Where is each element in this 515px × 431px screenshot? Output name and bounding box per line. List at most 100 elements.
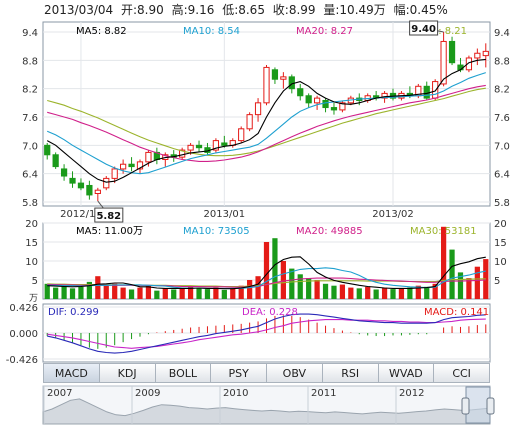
header-volume-label: 量: [323, 3, 339, 17]
volume-bar-up [145, 285, 152, 299]
volume-y-tick-right: 5 [494, 276, 500, 287]
tab-obv[interactable]: OBV [267, 363, 323, 383]
volume-bar-up [95, 276, 101, 299]
volume-bar-down [289, 268, 295, 299]
volume-bar-down [154, 290, 160, 299]
indicator-tabs: MACD KDJ BOLL PSY OBV RSI WVAD CCI [43, 363, 490, 383]
volume-ma10-line [47, 267, 486, 289]
price-y-tick-left: 8.2 [22, 85, 38, 96]
price-y-tick-left: 9.4 [22, 28, 38, 39]
volume-bar-down [297, 274, 303, 299]
header-change-label: 幅: [394, 2, 410, 17]
price-x-tick: 2013/02 [372, 209, 414, 220]
volume-legend-item: MA10: 73505 [183, 226, 250, 237]
tab-cci[interactable]: CCI [434, 363, 490, 383]
macd-dea-line [47, 318, 486, 349]
price-ma20-line [47, 84, 486, 162]
candle-body-down [288, 76, 295, 90]
candle-body-down [457, 64, 464, 71]
volume-y-tick-left: 10 [25, 257, 38, 268]
candle-body-up [94, 189, 101, 194]
candle-body-down [69, 177, 76, 184]
volume-bar-down [44, 283, 50, 299]
volume-bar-up [466, 278, 472, 299]
candle-body-up [145, 151, 152, 163]
candle-body-down [305, 95, 312, 104]
candle-body-up [254, 102, 262, 116]
volume-bar-up [398, 288, 405, 299]
overview-year-label: 2009 [135, 388, 160, 399]
volume-bar-up [280, 261, 286, 299]
header-high: 9.16 [188, 3, 215, 17]
tab-rsi[interactable]: RSI [322, 363, 379, 383]
volume-bar-up [187, 286, 194, 299]
candle-body-up [313, 97, 321, 104]
tab-boll[interactable]: BOLL [155, 363, 212, 383]
header-volume: 10.49万 [339, 3, 385, 17]
price-y-tick-right: 9.4 [494, 28, 510, 39]
price-legend-item: MA5: 8.82 [76, 26, 127, 37]
price-x-tick: 2012/12 [60, 209, 102, 220]
tab-wvad[interactable]: WVAD [378, 363, 435, 383]
volume-y-tick-right: 10 [494, 257, 507, 268]
price-panel-frame [42, 21, 491, 207]
overview-left-handle [461, 397, 470, 415]
annotation-box [94, 207, 124, 223]
candle-body-down [448, 40, 456, 64]
volume-bar-down [407, 287, 413, 299]
candle-body-down [221, 142, 228, 146]
volume-legend-item: MA30: 53181 [410, 226, 477, 237]
overview-year-label: 2012 [399, 388, 424, 399]
candle-body-down [60, 168, 68, 177]
candle-body-up [120, 163, 127, 170]
overview-year-label: 2010 [223, 388, 248, 399]
candle-body-down [271, 69, 279, 80]
candle-body-up [339, 102, 346, 111]
volume-bar-up [120, 287, 126, 299]
candle-body-up [280, 76, 287, 80]
volume-bar-down [457, 272, 464, 299]
volume-bar-up [179, 287, 185, 299]
volume-bar-down [356, 288, 362, 299]
candle-body-up [263, 66, 270, 104]
price-y-tick-right: 8.8 [494, 56, 510, 67]
volume-bar-down [61, 285, 67, 299]
volume-bar-down [221, 289, 227, 299]
volume-y-tick-left: 20 [25, 219, 38, 230]
volume-y-tick-left: 5 [32, 276, 38, 287]
volume-bar-up [432, 283, 438, 299]
header-low: 8.65 [238, 3, 265, 17]
tab-macd[interactable]: MACD [43, 363, 100, 383]
candle-body-down [128, 163, 135, 168]
volume-bar-down [424, 286, 430, 299]
volume-bar-down [272, 238, 278, 299]
volume-y-tick-right: 15 [494, 238, 507, 249]
volume-bar-up [247, 280, 253, 299]
volume-ma5-line [47, 256, 486, 290]
price-x-tick: 2013/01 [204, 209, 246, 220]
volume-y-tick-right: 20 [494, 219, 507, 230]
price-y-tick-right: 6.4 [494, 170, 510, 181]
candle-body-up [187, 144, 194, 151]
tab-psy[interactable]: PSY [211, 363, 267, 383]
volume-bar-up [230, 288, 236, 299]
volume-bar-down [204, 289, 211, 299]
price-ma5-line [46, 58, 486, 183]
tab-kdj[interactable]: KDJ [99, 363, 156, 383]
volume-bar-up [348, 287, 354, 299]
header-low-label: 低: [222, 3, 238, 17]
price-y-tick-left: 6.4 [22, 170, 38, 181]
price-legend-item: MA30: 8.21 [410, 26, 467, 37]
volume-bar-down [390, 289, 396, 299]
header-close: 8.99 [289, 3, 316, 17]
macd-legend-item: MACD: 0.141 [424, 307, 489, 318]
volume-bar-up [238, 285, 244, 299]
price-y-tick-left: 5.8 [22, 198, 38, 209]
candle-body-up [482, 50, 489, 57]
volume-bar-up [213, 287, 219, 299]
candle-body-down [52, 154, 59, 168]
volume-legend-item: MA20: 49885 [296, 226, 363, 237]
price-y-tick-left: 7.0 [22, 141, 38, 152]
volume-bar-up [415, 285, 421, 299]
macd-y-tick: 0.000 [9, 329, 38, 340]
